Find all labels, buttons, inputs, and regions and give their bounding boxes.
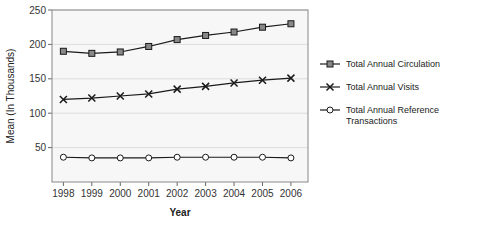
y-axis-label: Mean (In Thousands) — [5, 49, 16, 144]
y-tick — [48, 78, 52, 79]
legend-marker — [327, 84, 334, 91]
point — [60, 96, 67, 103]
y-tick — [48, 10, 52, 11]
point — [146, 43, 152, 49]
x-tick — [205, 182, 206, 186]
plot-frame — [52, 10, 308, 182]
legend-label-line: Transactions — [346, 116, 398, 126]
y-tick — [48, 44, 52, 45]
x-tick-label: 1998 — [52, 188, 75, 199]
x-tick-label: 2004 — [223, 188, 246, 199]
x-tick — [262, 182, 263, 186]
x-tick-label: 2003 — [194, 188, 217, 199]
legend-label: Total Annual ReferenceTransactions — [346, 105, 439, 126]
x-tick — [234, 182, 235, 186]
x-tick-label: 2002 — [166, 188, 189, 199]
series-group — [60, 21, 295, 161]
y-tick — [48, 147, 52, 148]
point — [231, 29, 237, 35]
x-tick-label: 2001 — [138, 188, 161, 199]
x-tick-label: 1999 — [81, 188, 104, 199]
point — [60, 154, 66, 160]
point — [88, 95, 95, 102]
legend-label: Total Annual Visits — [346, 82, 419, 92]
point — [259, 154, 265, 160]
legend: Total Annual Circulation Total Annual Vis… — [320, 59, 440, 126]
legend-marker — [327, 107, 333, 113]
point — [288, 155, 294, 161]
grid-line — [52, 147, 308, 148]
point — [259, 24, 265, 30]
point — [231, 79, 238, 86]
legend-label: Total Annual Circulation — [346, 59, 440, 69]
x-tick — [120, 182, 121, 186]
chart: 50 100 150 200 250 1998 1999 2000 2001 2002 2003 20… — [0, 0, 500, 227]
point — [145, 90, 152, 97]
x-tick — [290, 182, 291, 186]
series-line — [63, 24, 291, 54]
y-tick-label: 200 — [29, 39, 46, 50]
point — [146, 155, 152, 161]
point — [117, 49, 123, 55]
point — [117, 155, 123, 161]
point — [174, 86, 181, 93]
point — [174, 154, 180, 160]
y-tick — [48, 113, 52, 114]
point — [203, 154, 209, 160]
x-tick-label: 2006 — [280, 188, 303, 199]
grid-line — [52, 113, 308, 114]
y-tick-label: 150 — [29, 73, 46, 84]
x-tick-label: 2005 — [251, 188, 274, 199]
x-tick-label: 2000 — [109, 188, 132, 199]
point — [174, 37, 180, 43]
legend-label-line: Total Annual Visits — [346, 82, 419, 92]
legend-marker — [327, 61, 333, 67]
point — [117, 93, 124, 100]
y-tick-label: 100 — [29, 108, 46, 119]
x-axis-label: Year — [169, 207, 190, 218]
x-tick — [91, 182, 92, 186]
legend-label-line: Total Annual Circulation — [346, 59, 440, 69]
point — [259, 77, 266, 84]
point — [288, 21, 294, 27]
point — [287, 75, 294, 82]
point — [202, 83, 209, 90]
y-tick-label: 250 — [29, 5, 46, 16]
series-line — [63, 78, 291, 99]
point — [60, 48, 66, 54]
x-tick — [148, 182, 149, 186]
x-tick — [63, 182, 64, 186]
point — [89, 50, 95, 56]
point — [203, 32, 209, 38]
legend-label-line: Total Annual Reference — [346, 105, 439, 115]
x-tick — [177, 182, 178, 186]
y-tick-label: 50 — [35, 142, 47, 153]
point — [231, 154, 237, 160]
point — [89, 155, 95, 161]
plot-background — [52, 10, 308, 182]
grid-line — [52, 44, 308, 45]
